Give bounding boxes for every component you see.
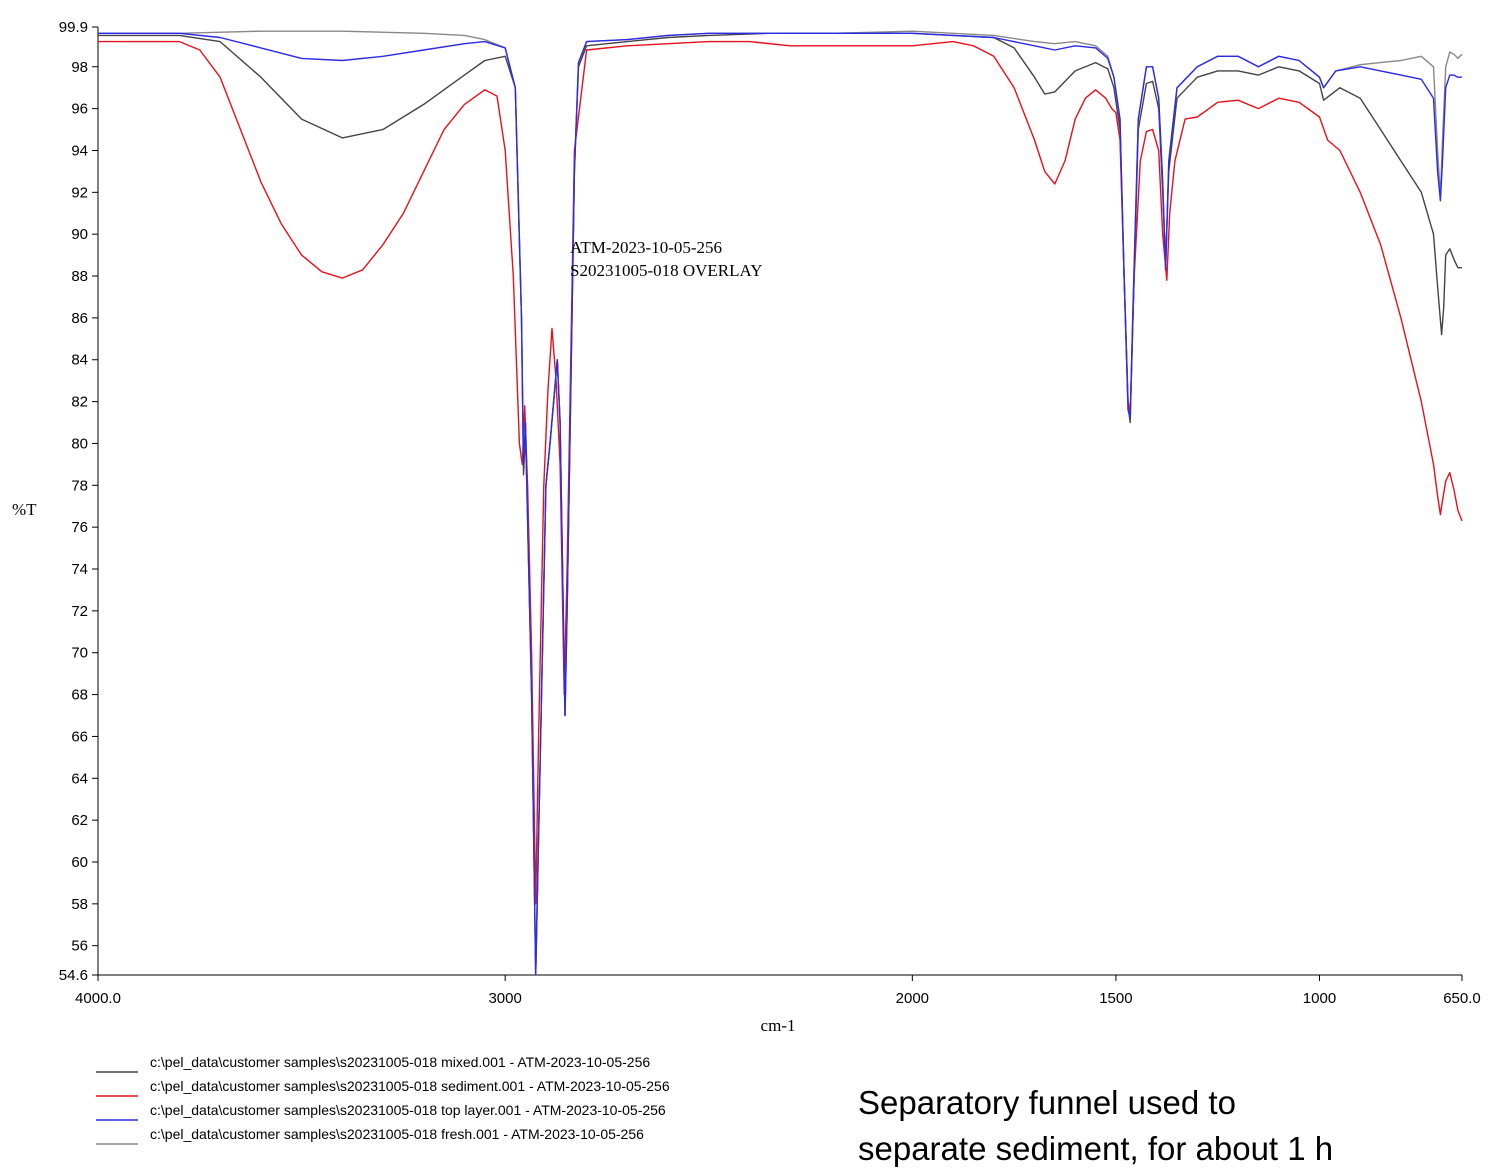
- annotation-line-2: S20231005-018 OVERLAY: [570, 261, 763, 280]
- legend-entry: c:\pel_data\customer samples\s20231005-0…: [150, 1078, 670, 1094]
- x-tick-label: 2000: [896, 990, 929, 1007]
- y-tick-label: 98: [71, 59, 88, 76]
- x-axis-label: cm-1: [761, 1016, 796, 1035]
- x-tick-label: 1000: [1303, 990, 1336, 1007]
- y-tick-label: 68: [71, 687, 88, 704]
- y-tick-label: 62: [71, 812, 88, 829]
- y-tick-label: 99.9: [59, 19, 88, 36]
- y-tick-label: 74: [71, 561, 88, 578]
- legend-entry: c:\pel_data\customer samples\s20231005-0…: [150, 1102, 666, 1118]
- x-tick-label: 3000: [488, 990, 521, 1007]
- y-tick-label: 54.6: [59, 967, 88, 984]
- y-tick-label: 82: [71, 394, 88, 411]
- y-tick-label: 78: [71, 477, 88, 494]
- x-tick-label: 1500: [1099, 990, 1132, 1007]
- y-axis-label: %T: [12, 500, 37, 519]
- y-axis-ticks: 99.9 98 96 94 92 90 88 86 84 82 80 78 76 74 72 70 68 66 64…: [59, 19, 98, 984]
- annotation-line-1: ATM-2023-10-05-256: [570, 238, 722, 257]
- y-tick-label: 72: [71, 603, 88, 620]
- y-tick-label: 56: [71, 938, 88, 955]
- y-tick-label: 80: [71, 435, 88, 452]
- series-line: [98, 40, 1463, 905]
- plot-frame: [97, 27, 1462, 976]
- legend-entry: c:\pel_data\customer samples\s20231005-0…: [150, 1126, 644, 1142]
- y-tick-label: 92: [71, 184, 88, 201]
- y-tick-label: 66: [71, 728, 88, 745]
- y-tick-label: 64: [71, 770, 88, 787]
- y-tick-label: 90: [71, 226, 88, 243]
- y-tick-label: 84: [71, 352, 88, 369]
- y-tick-label: 76: [71, 519, 88, 536]
- caption-line-1: Separatory funnel used to: [858, 1084, 1236, 1121]
- series-line: [98, 32, 1462, 976]
- x-axis-ticks: 4000.0 3000 2000 1500 1000 650.0: [75, 975, 1481, 1007]
- x-tick-label: 650.0: [1443, 990, 1481, 1007]
- y-tick-label: 70: [71, 645, 88, 662]
- caption-line-2: separate sediment, for about 1 h: [858, 1130, 1334, 1167]
- y-tick-label: 86: [71, 310, 88, 327]
- series-line: [98, 32, 1462, 976]
- y-tick-label: 58: [71, 896, 88, 913]
- y-tick-label: 96: [71, 101, 88, 118]
- x-tick-label: 4000.0: [75, 990, 121, 1007]
- legend-entry: c:\pel_data\customer samples\s20231005-0…: [150, 1054, 650, 1070]
- y-tick-label: 60: [71, 854, 88, 871]
- y-tick-label: 94: [71, 142, 88, 159]
- series-layer: [98, 30, 1463, 976]
- y-tick-label: 88: [71, 268, 88, 285]
- series-line: [98, 30, 1463, 976]
- caption: Separatory funnel used to separate sedim…: [858, 1080, 1488, 1172]
- legend: c:\pel_data\customer samples\s20231005-0…: [96, 1054, 670, 1145]
